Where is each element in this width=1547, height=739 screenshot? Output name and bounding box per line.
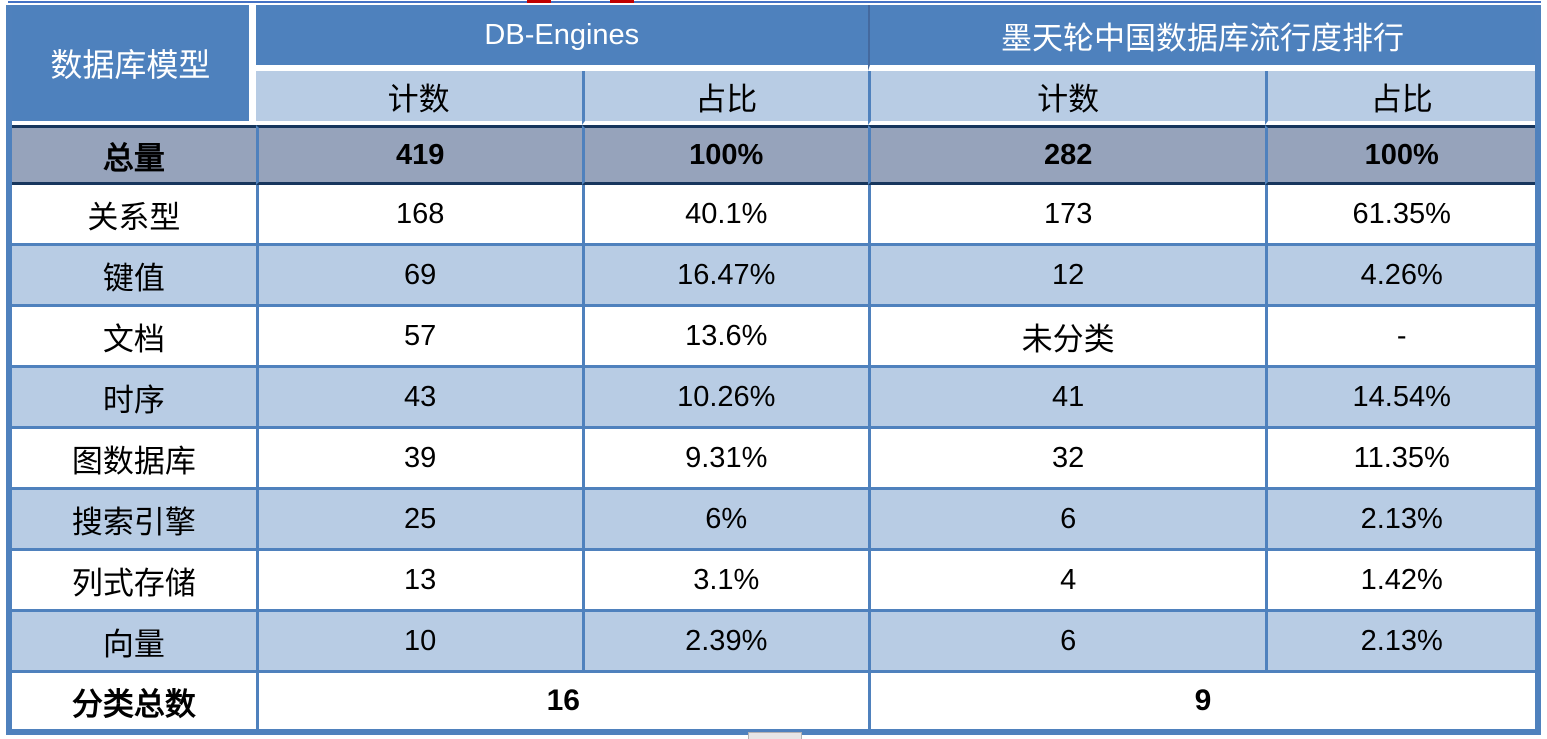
top-edge-artifact: [8, 1, 1541, 3]
row-label: 文档: [12, 307, 256, 368]
value-cell: 16: [255, 673, 868, 729]
value-cell: 10: [255, 612, 582, 673]
row-label: 总量: [12, 125, 256, 185]
value-cell: 32: [867, 429, 1266, 490]
value-cell: 6: [867, 490, 1266, 551]
value-cell: 13: [255, 551, 582, 612]
table-row: 列式存储 13 3.1% 4 1.42%: [12, 551, 1535, 612]
table-row: 时序 43 10.26% 41 14.54%: [12, 368, 1535, 429]
table-row: 键值 69 16.47% 12 4.26%: [12, 246, 1535, 307]
header-group-row: 数据库模型 DB-Engines 墨天轮中国数据库流行度排行: [12, 5, 1535, 125]
row-label: 图数据库: [12, 429, 256, 490]
value-cell: 2.13%: [1265, 612, 1535, 673]
value-cell: 100%: [581, 125, 868, 185]
value-cell: 10.26%: [581, 368, 868, 429]
value-cell: 4: [867, 551, 1266, 612]
value-cell: 1.42%: [1265, 551, 1535, 612]
value-cell: 9.31%: [581, 429, 868, 490]
value-cell: 168: [255, 185, 582, 246]
value-cell: 419: [255, 125, 582, 185]
value-cell: 未分类: [867, 307, 1266, 368]
value-cell: 2.39%: [581, 612, 868, 673]
table-row-total: 总量 419 100% 282 100%: [12, 125, 1535, 185]
row-label: 键值: [12, 246, 256, 307]
row-label: 关系型: [12, 185, 256, 246]
row-label: 分类总数: [12, 673, 256, 729]
table-row-category-total: 分类总数 16 9: [12, 673, 1535, 729]
value-cell: 100%: [1265, 125, 1535, 185]
table-row: 搜索引擎 25 6% 6 2.13%: [12, 490, 1535, 551]
table-row: 向量 10 2.39% 6 2.13%: [12, 612, 1535, 673]
value-cell: 40.1%: [581, 185, 868, 246]
value-cell: 41: [867, 368, 1266, 429]
value-cell: 14.54%: [1265, 368, 1535, 429]
row-label: 列式存储: [12, 551, 256, 612]
value-cell: 25: [255, 490, 582, 551]
subheader-dbengines-share: 占比: [581, 71, 868, 125]
value-cell: 13.6%: [581, 307, 868, 368]
value-cell: 43: [255, 368, 582, 429]
value-cell: 4.26%: [1265, 246, 1535, 307]
top-red-mark-icon: [610, 0, 634, 3]
value-cell: 173: [867, 185, 1266, 246]
value-cell: 6: [867, 612, 1266, 673]
subheader-motianlun-share: 占比: [1265, 71, 1535, 125]
table-row: 关系型 168 40.1% 173 61.35%: [12, 185, 1535, 246]
table-row: 文档 57 13.6% 未分类 -: [12, 307, 1535, 368]
row-label: 向量: [12, 612, 256, 673]
value-cell: -: [1265, 307, 1535, 368]
value-cell: 39: [255, 429, 582, 490]
comparison-table-wrapper: 数据库模型 DB-Engines 墨天轮中国数据库流行度排行 计数 占比 计数 …: [6, 5, 1541, 735]
corner-header-cell: 数据库模型: [12, 5, 256, 125]
value-cell: 69: [255, 246, 582, 307]
group-header-dbengines: DB-Engines: [255, 5, 868, 71]
value-cell: 6%: [581, 490, 868, 551]
value-cell: 3.1%: [581, 551, 868, 612]
value-cell: 57: [255, 307, 582, 368]
table-row: 图数据库 39 9.31% 32 11.35%: [12, 429, 1535, 490]
value-cell: 11.35%: [1265, 429, 1535, 490]
value-cell: 61.35%: [1265, 185, 1535, 246]
row-label: 时序: [12, 368, 256, 429]
value-cell: 16.47%: [581, 246, 868, 307]
value-cell: 2.13%: [1265, 490, 1535, 551]
subheader-motianlun-count: 计数: [867, 71, 1266, 125]
row-label: 搜索引擎: [12, 490, 256, 551]
value-cell: 282: [867, 125, 1266, 185]
subheader-dbengines-count: 计数: [255, 71, 582, 125]
group-header-motianlun: 墨天轮中国数据库流行度排行: [867, 5, 1535, 71]
scrollbar-stub-artifact: [748, 732, 802, 739]
header-subcolumn-row: 计数 占比 计数 占比: [12, 71, 1535, 125]
top-red-mark-icon: [527, 0, 551, 3]
value-cell: 9: [867, 673, 1535, 729]
value-cell: 12: [867, 246, 1266, 307]
db-model-comparison-table: 数据库模型 DB-Engines 墨天轮中国数据库流行度排行 计数 占比 计数 …: [12, 5, 1535, 729]
